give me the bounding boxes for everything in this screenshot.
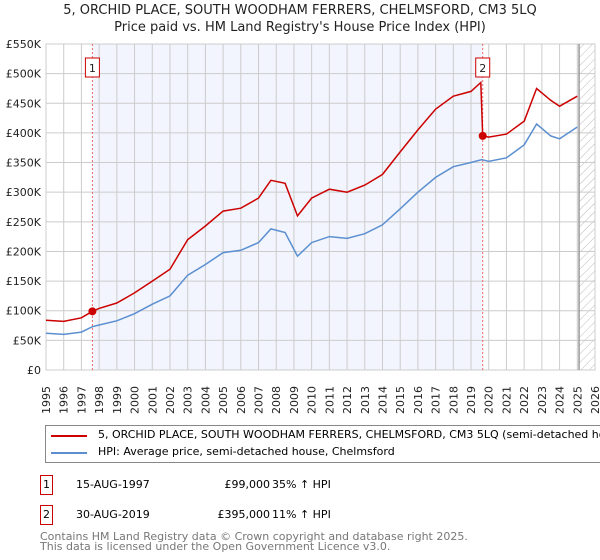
- footer-copyright: Contains HM Land Registry data © Crown c…: [40, 530, 468, 543]
- x-tick-label: 2014: [376, 386, 389, 414]
- x-tick-label: 2017: [430, 386, 443, 414]
- sale-date: 30-AUG-2019: [76, 508, 150, 521]
- sale-badge: 1: [40, 475, 53, 495]
- x-tick-label: 2009: [288, 386, 301, 414]
- x-tick-label: 2024: [554, 386, 567, 414]
- x-tick-label: 2002: [164, 386, 177, 414]
- forecast-hatch: [579, 44, 595, 370]
- sale-hpi-diff: 11% ↑ HPI: [272, 508, 331, 521]
- x-tick-label: 2011: [323, 386, 336, 414]
- legend: 5, ORCHID PLACE, SOUTH WOODHAM FERRERS, …: [45, 425, 600, 463]
- legend-swatch-red: [51, 435, 87, 437]
- price-paid-line: [45, 80, 578, 323]
- x-tick-label: 2000: [129, 386, 142, 414]
- legend-label: HPI: Average price, semi-detached house,…: [98, 445, 395, 458]
- y-tick-label: £350K: [6, 157, 42, 170]
- x-tick-label: 2001: [146, 386, 159, 414]
- sale-marker-box: [84, 57, 100, 78]
- x-tick-label: 2018: [447, 386, 460, 414]
- sale-point: [88, 307, 97, 316]
- x-tick-label: 2012: [341, 386, 354, 414]
- sale-price: £395,000: [217, 508, 271, 521]
- x-tick-label: 2020: [483, 386, 496, 414]
- x-tick-label: 2015: [394, 386, 407, 414]
- x-tick-label: 2025: [571, 386, 584, 414]
- x-tick-label: 1999: [111, 386, 124, 414]
- footer-licence: This data is licensed under the Open Gov…: [40, 540, 391, 553]
- chart-subtitle: Price paid vs. HM Land Registry's House …: [114, 20, 486, 35]
- sale-marker-box: [475, 57, 491, 78]
- sale-price: £99,000: [224, 478, 271, 491]
- sale-hpi-diff: 35% ↑ HPI: [272, 478, 331, 491]
- x-tick-label: 2016: [412, 386, 425, 414]
- y-tick-label: £550K: [6, 38, 42, 51]
- x-tick-label: 2026: [589, 386, 600, 414]
- x-tick-label: 1996: [58, 386, 71, 414]
- chart-title: 5, ORCHID PLACE, SOUTH WOODHAM FERRERS, …: [63, 3, 537, 18]
- sale-date: 15-AUG-1997: [76, 478, 150, 491]
- y-tick-label: £100K: [6, 305, 42, 318]
- y-tick-label: £400K: [6, 127, 42, 140]
- x-tick-label: 2006: [235, 386, 248, 414]
- y-tick-label: £50K: [13, 334, 42, 347]
- x-tick-label: 2023: [536, 386, 549, 414]
- x-tick-label: 2010: [306, 386, 319, 414]
- x-tick-label: 2003: [182, 386, 195, 414]
- y-tick-label: £150K: [6, 275, 42, 288]
- y-tick-label: £0: [27, 364, 41, 377]
- price-chart: 1995 1996 1997 1998 1999 2000 2001 2002 2003 2004…: [6, 38, 600, 414]
- x-tick-label: 2008: [270, 386, 283, 414]
- x-tick-label: 2021: [500, 386, 513, 414]
- ownership-shade: [92, 44, 483, 370]
- sale-badge: 2: [40, 505, 53, 525]
- plot-border: [45, 43, 596, 371]
- x-tick-label: 2007: [253, 386, 266, 414]
- sale-marker-label: 2: [479, 62, 486, 75]
- y-tick-label: £500K: [6, 68, 42, 81]
- x-tick-label: 1995: [40, 386, 53, 414]
- hpi-line: [45, 122, 578, 336]
- x-tick-label: 2004: [199, 386, 212, 414]
- x-tick-label: 2005: [217, 386, 230, 414]
- legend-swatch-blue: [51, 452, 87, 454]
- y-tick-label: £250K: [6, 216, 42, 229]
- x-tick-label: 2022: [518, 386, 531, 414]
- sale-marker-label: 1: [89, 62, 96, 75]
- y-tick-label: £200K: [6, 245, 42, 258]
- y-tick-label: £300K: [6, 186, 42, 199]
- x-tick-label: 2019: [465, 386, 478, 414]
- x-tick-label: 2013: [359, 386, 372, 414]
- x-tick-label: 1997: [75, 386, 88, 414]
- y-tick-label: £450K: [6, 97, 42, 110]
- x-tick-label: 1998: [93, 386, 106, 414]
- sale-point: [478, 131, 487, 140]
- legend-label: 5, ORCHID PLACE, SOUTH WOODHAM FERRERS, …: [98, 428, 600, 441]
